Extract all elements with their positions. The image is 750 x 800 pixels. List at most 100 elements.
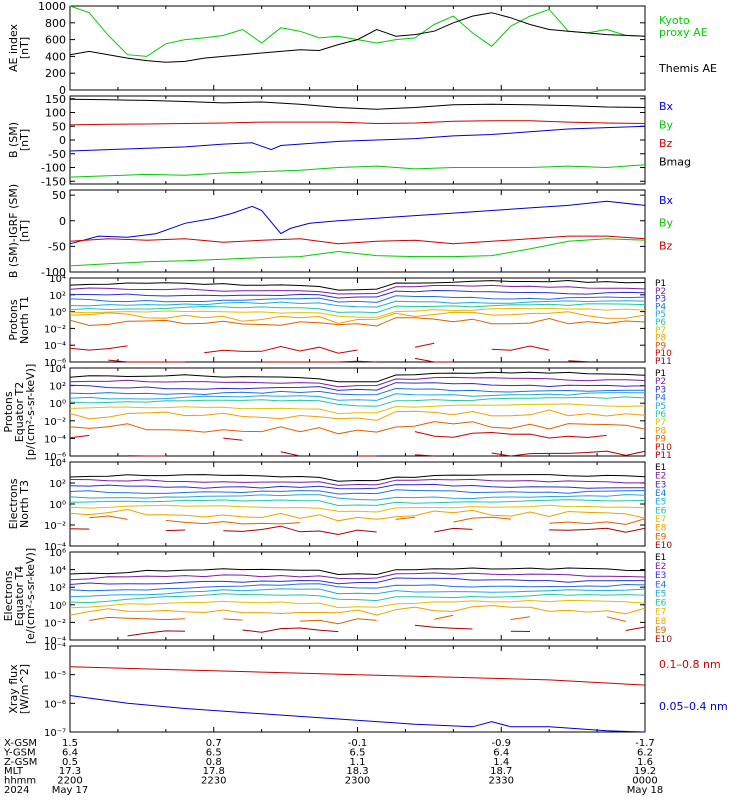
series-line-e3: [69, 577, 645, 585]
ephemeris-value: 6.4: [62, 747, 78, 758]
series-line-e1: [69, 474, 646, 482]
series-line-0.05–0.4-nm: [69, 695, 646, 733]
y-axis-label: Equator T4: [13, 566, 26, 626]
series-line-e10: [414, 624, 473, 630]
panel-frame: [69, 5, 646, 91]
legend-label-bz: Bz: [659, 239, 673, 252]
ephemeris-value: 17.3: [59, 766, 81, 777]
ephemeris-value: May 17: [52, 785, 89, 796]
series-line-e8: [69, 605, 646, 616]
series-line-themis-ae: [69, 12, 646, 63]
series-line-bmag: [69, 98, 646, 110]
ephemeris-value: 0000: [632, 776, 657, 787]
y-tick-label: 800: [45, 17, 66, 30]
legend-label-p5: P5: [655, 310, 666, 320]
legend-label-e5: E5: [655, 589, 666, 599]
series-line-p5: [69, 300, 646, 308]
y-tick-label: 10⁴: [49, 458, 66, 469]
panel-frame: [69, 189, 646, 273]
y-tick-label: 200: [45, 67, 66, 80]
ephemeris-value: 6.4: [493, 747, 509, 758]
series-line-kyoto-proxy-ae: [69, 5, 646, 57]
series-line-e10: [165, 529, 186, 532]
y-tick-label: -50: [48, 240, 66, 253]
ephemeris-value: 1.5: [62, 738, 78, 749]
series-line-p11: [261, 360, 377, 363]
legend-label-p8: P8: [655, 426, 666, 436]
legend-label-e8: E8: [655, 617, 667, 627]
series-line-p11: [568, 360, 588, 363]
series-line-e9: [606, 616, 626, 622]
y-tick-label: 10²: [49, 479, 66, 490]
legend-label-e6: E6: [655, 599, 667, 609]
legend-label-0.05–0.4-nm: 0.05–0.4 nm: [659, 700, 728, 713]
series-line-p3: [69, 289, 646, 299]
panel-frame: [69, 645, 646, 733]
series-line-bz: [69, 235, 646, 245]
series-line-p8: [69, 311, 646, 324]
legend-label-p4: P4: [655, 302, 666, 312]
series-line-p10: [491, 345, 550, 351]
ephemeris-row-label: Y-GSM: [3, 747, 36, 758]
legend-label-p5: P5: [655, 402, 666, 412]
legend-label-bx: Bx: [659, 194, 674, 207]
ephemeris-value: 1.4: [493, 757, 509, 768]
legend-label-by: By: [659, 217, 674, 230]
series-line-e10: [434, 527, 473, 533]
series-line-p4: [69, 387, 645, 396]
series-line-e10: [127, 630, 186, 637]
series-line-e3: [69, 483, 646, 490]
ephemeris-value: 1.6: [637, 757, 653, 768]
y-tick-label: 400: [45, 50, 66, 63]
ephemeris-row-label: MLT: [4, 766, 24, 777]
legend-label-p7: P7: [655, 418, 666, 428]
series-line-e9: [395, 516, 416, 520]
legend-label-p9: P9: [655, 341, 666, 351]
series-line-p2: [69, 284, 646, 295]
ephemeris-row-label: Z-GSM: [4, 757, 37, 768]
y-tick-label: -100: [41, 162, 66, 175]
y-tick-label: 10²: [49, 382, 66, 393]
legend-label-bx: Bx: [659, 100, 674, 113]
y-tick-label: 10⁻⁵: [44, 671, 66, 682]
legend-label-e9: E9: [655, 532, 667, 542]
series-line-bz: [69, 120, 646, 126]
y-axis-label: AE index: [7, 23, 20, 72]
y-tick-label: 1000: [38, 0, 66, 13]
y-tick-label: 600: [45, 34, 66, 47]
series-line-p1: [69, 371, 646, 383]
series-line-p10: [223, 437, 243, 441]
y-axis-label: North T1: [18, 296, 31, 344]
ephemeris-value: 6.2: [637, 747, 653, 758]
series-line-p6: [69, 303, 646, 314]
y-tick-label: 50: [52, 120, 66, 133]
legend-label-e6: E6: [655, 506, 667, 516]
ephemeris-value: 6.5: [350, 747, 366, 758]
y-tick-label: 10⁻⁴: [44, 341, 66, 352]
series-line-e9: [89, 616, 186, 621]
series-line-0.1–0.8-nm: [69, 666, 646, 686]
series-line-e5: [69, 588, 646, 598]
series-line-e2: [69, 572, 646, 581]
y-tick-label: 10⁻⁶: [44, 358, 66, 369]
series-line-e10: [549, 527, 646, 533]
y-axis-label: [W/m^2]: [18, 664, 31, 714]
y-tick-label: 10⁻⁶: [44, 452, 66, 463]
y-tick-label: 10⁻⁶: [44, 699, 66, 710]
legend-label-p4: P4: [655, 394, 666, 404]
y-tick-label: 10⁻⁴: [44, 542, 66, 553]
series-line-e2: [69, 478, 646, 486]
series-line-p10: [414, 342, 435, 348]
series-line-e9: [453, 516, 511, 523]
y-tick-label: 10⁻⁴: [44, 434, 66, 445]
y-tick-label: -100: [41, 266, 66, 279]
series-line-p11: [108, 359, 185, 363]
ephemeris-value: 6.5: [206, 747, 222, 758]
ephemeris-value: 2230: [201, 776, 226, 787]
ephemeris-value: 1.1: [350, 757, 366, 768]
legend-label-p8: P8: [655, 334, 666, 344]
legend-label-0.1–0.8-nm: 0.1–0.8 nm: [659, 658, 721, 671]
